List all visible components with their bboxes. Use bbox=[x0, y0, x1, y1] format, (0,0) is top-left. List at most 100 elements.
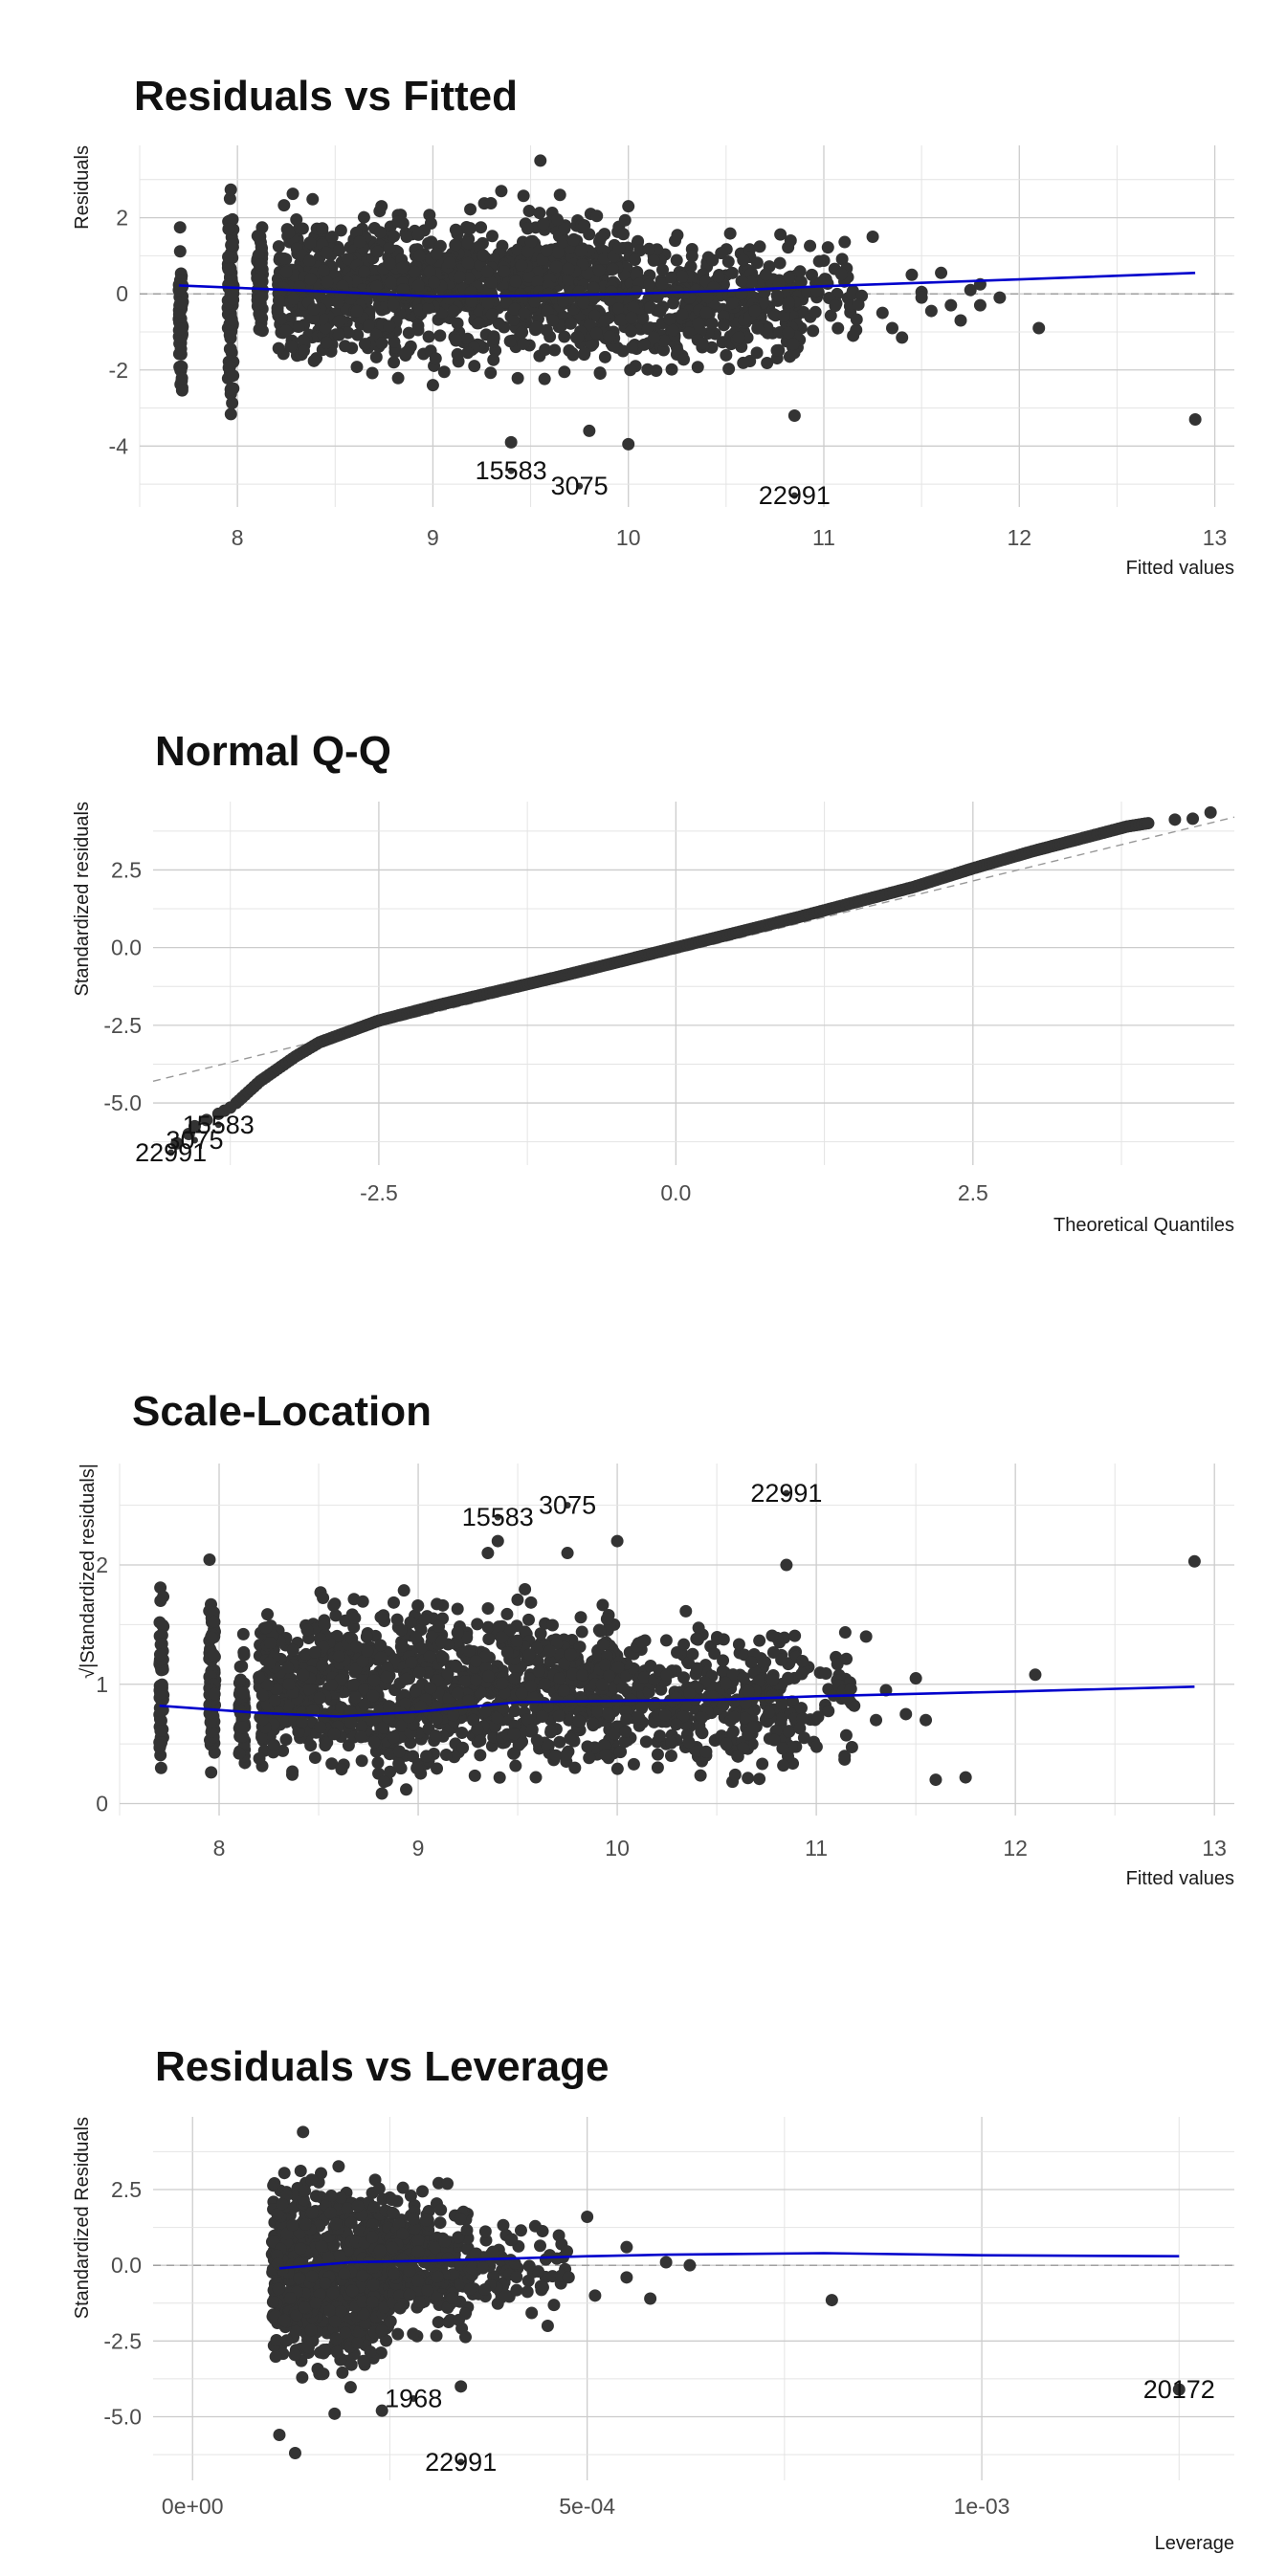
data-point bbox=[375, 337, 388, 350]
data-point bbox=[375, 200, 388, 213]
data-point bbox=[654, 1729, 667, 1743]
data-point bbox=[400, 231, 413, 244]
data-point bbox=[447, 304, 460, 318]
data-point bbox=[686, 1647, 699, 1661]
data-point bbox=[307, 354, 321, 367]
data-point bbox=[277, 2167, 291, 2180]
data-point bbox=[618, 1735, 632, 1749]
data-point bbox=[279, 324, 293, 338]
y-tick-label: 0 bbox=[116, 281, 128, 306]
data-point bbox=[530, 1733, 543, 1747]
data-point bbox=[689, 1702, 702, 1715]
data-point bbox=[304, 273, 318, 286]
data-point bbox=[279, 1733, 293, 1747]
data-point bbox=[540, 323, 553, 337]
data-point bbox=[532, 2265, 545, 2279]
data-point bbox=[517, 337, 530, 350]
point-label: 15583 bbox=[183, 1111, 255, 1139]
data-point bbox=[510, 1634, 523, 1647]
data-point bbox=[581, 267, 594, 280]
x-tick-label: 2.5 bbox=[958, 1180, 988, 1205]
data-point bbox=[753, 240, 766, 253]
data-point bbox=[294, 2165, 307, 2178]
data-point bbox=[658, 1708, 672, 1722]
data-point bbox=[581, 2211, 594, 2223]
data-point bbox=[357, 2307, 370, 2321]
data-point bbox=[514, 1736, 527, 1750]
data-point bbox=[935, 266, 948, 279]
data-point bbox=[620, 1712, 633, 1726]
data-point bbox=[655, 277, 669, 291]
data-point bbox=[775, 1653, 788, 1666]
data-point bbox=[223, 192, 236, 206]
point-label: 22991 bbox=[759, 481, 831, 510]
data-point bbox=[367, 1735, 381, 1749]
data-point bbox=[600, 1612, 613, 1625]
data-point bbox=[344, 2216, 358, 2230]
x-tick-label: -2.5 bbox=[360, 1180, 398, 1205]
data-point bbox=[528, 295, 542, 308]
data-point bbox=[414, 1700, 428, 1713]
data-point bbox=[534, 154, 547, 167]
data-point bbox=[794, 1702, 808, 1715]
data-point bbox=[738, 1711, 751, 1725]
data-point bbox=[508, 302, 521, 316]
data-point bbox=[619, 1725, 632, 1738]
data-point bbox=[511, 243, 524, 256]
data-point bbox=[750, 346, 764, 360]
labeled-point-marker bbox=[167, 1149, 175, 1156]
chart-title: Residuals vs Leverage bbox=[155, 2043, 609, 2090]
data-point bbox=[277, 2314, 291, 2327]
data-point bbox=[175, 371, 188, 385]
data-point bbox=[696, 337, 709, 350]
data-point bbox=[324, 2190, 338, 2203]
data-point bbox=[437, 365, 451, 379]
data-point bbox=[222, 278, 235, 292]
y-tick-label: 2 bbox=[116, 206, 128, 231]
data-point bbox=[415, 1641, 429, 1655]
data-point bbox=[260, 1679, 274, 1692]
data-point bbox=[172, 283, 186, 297]
data-point bbox=[287, 293, 300, 306]
data-point bbox=[428, 275, 441, 289]
data-point bbox=[829, 299, 842, 313]
data-point bbox=[236, 1627, 250, 1640]
data-point bbox=[464, 203, 477, 216]
data-point bbox=[416, 2185, 430, 2198]
data-point bbox=[723, 227, 737, 240]
data-point bbox=[461, 332, 475, 345]
data-point bbox=[876, 306, 889, 319]
data-point bbox=[544, 1724, 558, 1737]
data-point bbox=[253, 1670, 266, 1684]
data-point bbox=[432, 1619, 446, 1633]
data-point bbox=[578, 346, 591, 360]
data-point bbox=[478, 2282, 492, 2296]
data-point bbox=[344, 1705, 357, 1718]
data-point bbox=[637, 1671, 651, 1684]
points-layer bbox=[172, 154, 1202, 451]
data-point bbox=[831, 1658, 844, 1671]
data-point bbox=[255, 1688, 269, 1702]
data-point bbox=[558, 222, 571, 235]
data-point bbox=[371, 245, 385, 258]
data-point bbox=[624, 363, 637, 377]
data-point bbox=[651, 1748, 664, 1761]
data-point bbox=[425, 1630, 438, 1643]
data-point bbox=[345, 2284, 359, 2298]
data-point bbox=[396, 2253, 410, 2266]
data-point bbox=[276, 2197, 289, 2211]
x-tick-label: 9 bbox=[427, 525, 439, 550]
data-point bbox=[973, 298, 987, 312]
data-point bbox=[338, 2267, 351, 2280]
data-point bbox=[699, 1745, 713, 1758]
y-tick-label: 2 bbox=[96, 1552, 108, 1577]
data-point bbox=[560, 2245, 573, 2258]
data-point bbox=[388, 230, 401, 243]
data-point bbox=[844, 1683, 857, 1696]
data-point bbox=[387, 1731, 400, 1745]
data-point bbox=[565, 1648, 578, 1662]
data-point bbox=[173, 322, 187, 336]
data-point bbox=[372, 2182, 386, 2195]
data-point bbox=[451, 347, 464, 361]
